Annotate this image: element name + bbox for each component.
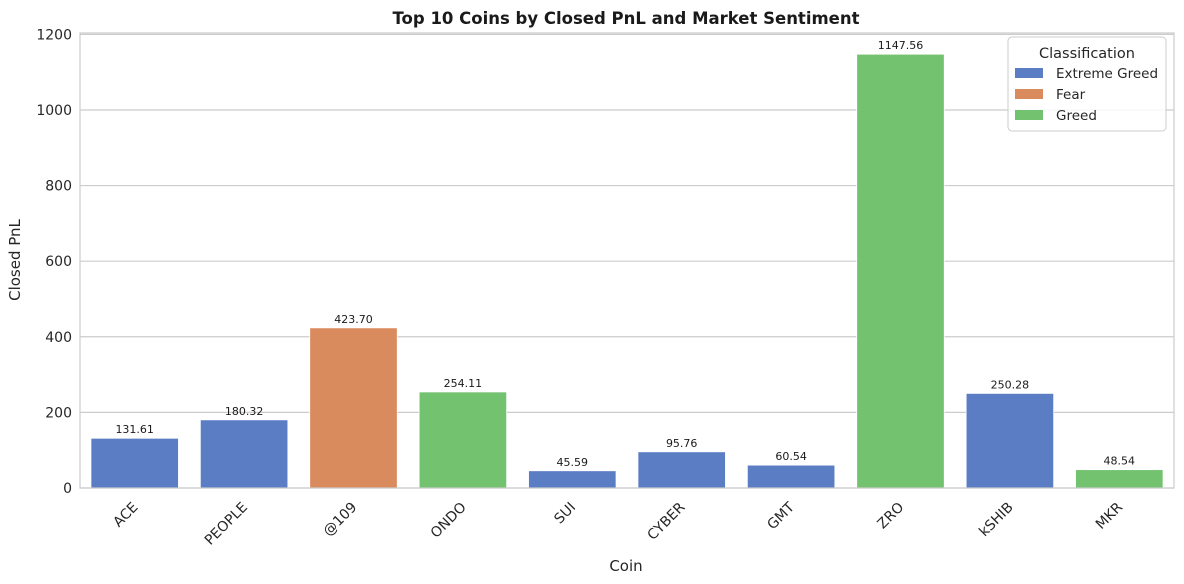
x-tick-label: ZRO [875, 500, 908, 533]
y-tick-label: 200 [45, 405, 72, 421]
y-tick-label: 0 [63, 481, 72, 497]
data-label: 423.70 [334, 313, 373, 326]
x-tick-label: MKR [1093, 499, 1126, 532]
x-tick-label: SUI [551, 500, 579, 528]
y-tick-label: 600 [45, 254, 72, 270]
bar-cyber [637, 451, 726, 489]
data-label: 45.59 [557, 456, 589, 469]
x-tick-labels: ACE PEOPLE @109 ONDO SUI CYBER GMT ZRO kSHIB MKR [110, 499, 1126, 548]
data-label: 250.28 [991, 378, 1030, 391]
x-tick-label: GMT [764, 499, 798, 533]
x-tick-label: CYBER [645, 499, 689, 543]
x-tick-label: kSHIB [976, 500, 1016, 540]
grid-lines [80, 33, 1174, 489]
legend-swatch [1015, 68, 1043, 78]
bar-ondo [418, 391, 508, 489]
x-tick-label: ONDO [428, 500, 470, 542]
y-axis-label: Closed PnL [6, 218, 24, 300]
bar-109 [309, 327, 398, 489]
data-label: 254.11 [444, 377, 483, 390]
bar-gmt [746, 464, 836, 489]
data-label: 95.76 [666, 437, 698, 450]
data-labels: 131.61 180.32 423.70 254.11 45.59 95.76 60.54 1… [115, 39, 1135, 469]
bar-mkr [1075, 469, 1164, 489]
data-label: 180.32 [225, 405, 264, 418]
y-tick-labels: 0 200 400 600 800 1000 1200 [36, 27, 72, 497]
y-tick-label: 1200 [36, 27, 72, 43]
legend-entry: Fear [1056, 87, 1086, 103]
plot-frame [79, 32, 1175, 489]
bar-people [199, 419, 289, 489]
data-label: 1147.56 [878, 39, 924, 52]
x-tick-label: PEOPLE [202, 500, 251, 549]
legend-entry: Greed [1056, 108, 1097, 124]
y-tick-label: 1000 [36, 103, 72, 119]
legend: Classification Extreme Greed Fear Greed [1007, 36, 1167, 132]
bars [90, 53, 1164, 489]
chart-title: Top 10 Coins by Closed PnL and Market Se… [392, 9, 859, 28]
x-axis-label: Coin [609, 557, 642, 575]
legend-title: Classification [1039, 46, 1135, 62]
y-tick-label: 800 [45, 179, 72, 195]
bar-kshib [965, 392, 1055, 489]
legend-swatch [1015, 110, 1043, 120]
data-label: 131.61 [115, 423, 154, 436]
x-tick-label: ACE [110, 500, 141, 531]
bar-sui [528, 470, 617, 489]
legend-entry: Extreme Greed [1056, 66, 1158, 82]
legend-swatch [1015, 89, 1043, 99]
data-label: 60.54 [775, 450, 807, 463]
data-label: 48.54 [1104, 455, 1136, 468]
bar-zro [856, 53, 945, 489]
x-tick-label: @109 [320, 500, 360, 540]
legend-box [1007, 36, 1167, 132]
bar-ace [90, 437, 179, 489]
y-tick-label: 400 [45, 330, 72, 346]
